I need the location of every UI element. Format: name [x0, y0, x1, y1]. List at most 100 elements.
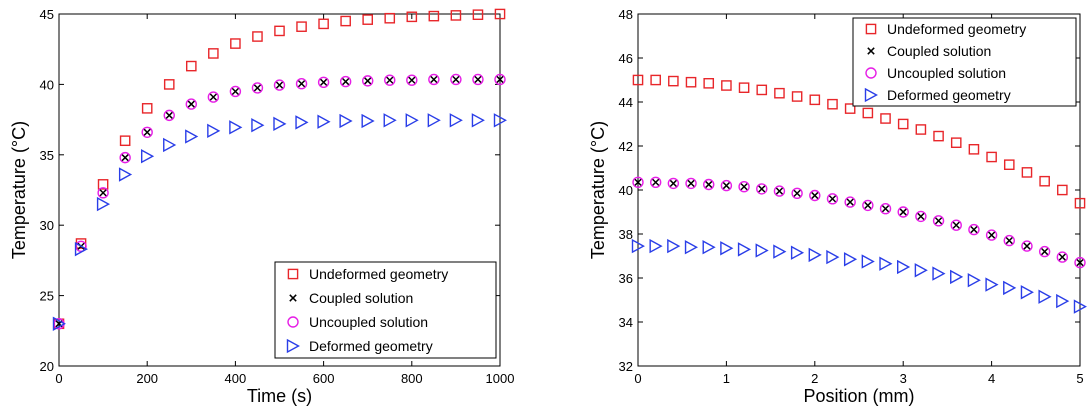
- data-point: [932, 215, 945, 227]
- data-point: [967, 273, 981, 288]
- data-point: [880, 113, 891, 124]
- data-point: [897, 206, 909, 218]
- y-tick-label: 42: [619, 139, 633, 154]
- data-point: [808, 247, 822, 263]
- data-point: [987, 231, 996, 239]
- data-point: [207, 123, 221, 139]
- data-point: [452, 75, 460, 84]
- data-point: [251, 118, 265, 133]
- legend-entry-label: Undeformed geometry: [887, 21, 1026, 37]
- y-tick-label: 44: [619, 95, 633, 110]
- x-axis-label: Time (s): [247, 386, 312, 406]
- data-point: [720, 241, 734, 256]
- data-point: [811, 191, 819, 200]
- data-point: [185, 129, 199, 144]
- data-point: [703, 178, 715, 191]
- data-point: [740, 182, 748, 191]
- data-point: [721, 80, 732, 91]
- data-point: [1073, 299, 1087, 314]
- y-tick-label: 46: [619, 51, 633, 66]
- data-point: [1021, 240, 1033, 252]
- data-point: [96, 196, 111, 212]
- data-point: [185, 60, 197, 72]
- data-point: [1058, 253, 1067, 261]
- data-point: [775, 187, 784, 195]
- data-point: [826, 249, 840, 265]
- data-point: [275, 81, 284, 89]
- legend-entry-label: Deformed geometry: [309, 338, 433, 354]
- data-point: [950, 137, 962, 149]
- data-point: [1021, 167, 1033, 178]
- data-point: [295, 77, 308, 90]
- data-point: [899, 208, 907, 216]
- data-point: [704, 180, 713, 189]
- data-point: [208, 48, 219, 59]
- y-tick-label: 25: [40, 289, 54, 304]
- legend-entry-label: Undeformed geometry: [309, 266, 448, 282]
- data-point: [809, 189, 821, 202]
- legend-marker: [286, 338, 300, 354]
- data-point: [933, 130, 944, 142]
- data-point: [494, 8, 506, 20]
- data-point: [187, 100, 196, 108]
- data-point: [756, 183, 768, 195]
- data-point: [1003, 159, 1015, 171]
- data-point: [1003, 280, 1017, 296]
- data-point: [1023, 242, 1031, 250]
- data-point: [143, 128, 151, 137]
- data-point: [408, 76, 416, 84]
- legend: Undeformed geometry Coupled solution Uncou…: [852, 17, 1077, 107]
- data-point: [915, 124, 927, 135]
- data-point: [738, 180, 750, 193]
- data-point: [362, 14, 374, 25]
- y-tick-label: 40: [619, 183, 633, 198]
- x-tick-label: 4: [988, 371, 995, 386]
- series-uncoupled-solution: [53, 73, 506, 330]
- data-point: [738, 82, 750, 93]
- y-tick-label: 35: [40, 148, 54, 163]
- data-point: [427, 113, 441, 128]
- data-point: [229, 85, 242, 98]
- data-point: [758, 185, 766, 193]
- legend-entry-label: Coupled solution: [309, 290, 413, 306]
- data-point: [881, 204, 890, 213]
- data-point: [917, 212, 925, 221]
- data-point: [99, 189, 107, 197]
- data-point: [361, 113, 375, 129]
- data-point: [685, 177, 697, 190]
- data-point: [52, 316, 66, 331]
- series-uncoupled-solution: [632, 176, 1086, 269]
- y-tick-label: 36: [619, 271, 633, 286]
- data-point: [339, 113, 353, 129]
- data-point: [684, 240, 699, 255]
- data-point: [985, 229, 998, 241]
- data-point: [649, 176, 662, 189]
- data-point: [862, 199, 874, 212]
- data-point: [986, 151, 997, 163]
- data-point: [755, 243, 769, 258]
- data-point: [879, 202, 892, 215]
- x-tick-label: 2: [811, 371, 818, 386]
- data-point: [1074, 197, 1086, 209]
- data-point: [386, 76, 394, 84]
- data-point: [319, 78, 328, 87]
- data-point: [430, 75, 438, 84]
- data-point: [720, 179, 733, 192]
- data-point: [968, 223, 980, 236]
- data-point: [474, 75, 482, 84]
- x-tick-label: 5: [1076, 371, 1083, 386]
- data-point: [1039, 175, 1050, 187]
- data-point: [843, 252, 858, 267]
- data-point: [934, 217, 943, 225]
- data-point: [1076, 258, 1084, 267]
- x-tick-label: 600: [313, 371, 335, 386]
- data-point: [968, 143, 980, 155]
- y-tick-label: 32: [619, 359, 633, 374]
- data-point: [702, 240, 716, 255]
- x-tick-label: 1: [723, 371, 730, 386]
- data-point: [317, 76, 330, 88]
- data-point: [790, 245, 805, 260]
- series-coupled-solution: [634, 178, 1084, 267]
- data-point: [1056, 251, 1069, 263]
- data-point: [651, 178, 660, 187]
